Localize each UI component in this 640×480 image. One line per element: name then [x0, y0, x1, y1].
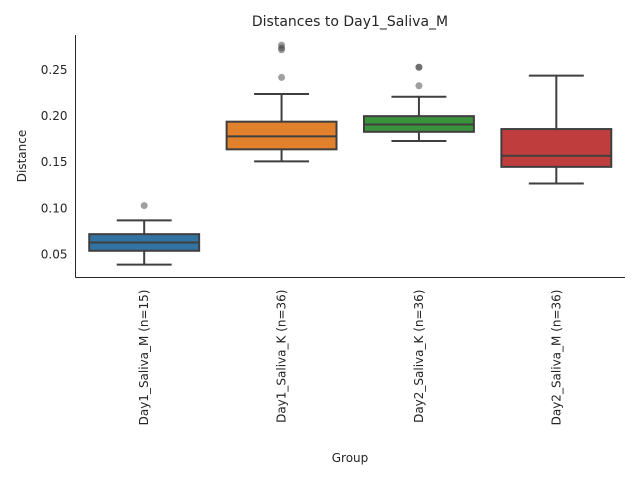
y-tick-label: 0.10: [41, 201, 68, 215]
box-iqr: [500, 128, 613, 168]
y-axis-label: Distance: [15, 130, 29, 182]
box-group: [225, 41, 338, 163]
outlier-point: [415, 63, 423, 71]
chart-title: Distances to Day1_Saliva_M: [252, 14, 448, 30]
x-tick-label: Day1_Saliva_K (n=36): [275, 290, 289, 423]
y-tick-label: 0.05: [41, 247, 68, 261]
x-axis-ticks: Day1_Saliva_M (n=15) Day1_Saliva_K (n=36)…: [137, 290, 563, 426]
y-tick-label: 0.15: [41, 155, 68, 169]
x-axis-label: Group: [332, 451, 369, 465]
outlier-point: [415, 82, 423, 90]
x-tick-label: Day1_Saliva_M (n=15): [137, 290, 151, 426]
outlier-point: [140, 202, 148, 210]
outlier-point: [278, 41, 286, 49]
boxes: [88, 41, 613, 266]
box-group: [500, 74, 613, 185]
y-tick-label: 0.25: [41, 63, 68, 77]
x-tick-label: Day2_Saliva_K (n=36): [412, 290, 426, 423]
y-axis-ticks: 0.05 0.10 0.15 0.20 0.25: [41, 63, 68, 261]
outlier-point: [278, 73, 286, 81]
box-group: [362, 63, 475, 143]
x-tick-label: Day2_Saliva_M (n=36): [549, 290, 563, 426]
y-tick-label: 0.20: [41, 109, 68, 123]
box-group: [88, 202, 201, 266]
